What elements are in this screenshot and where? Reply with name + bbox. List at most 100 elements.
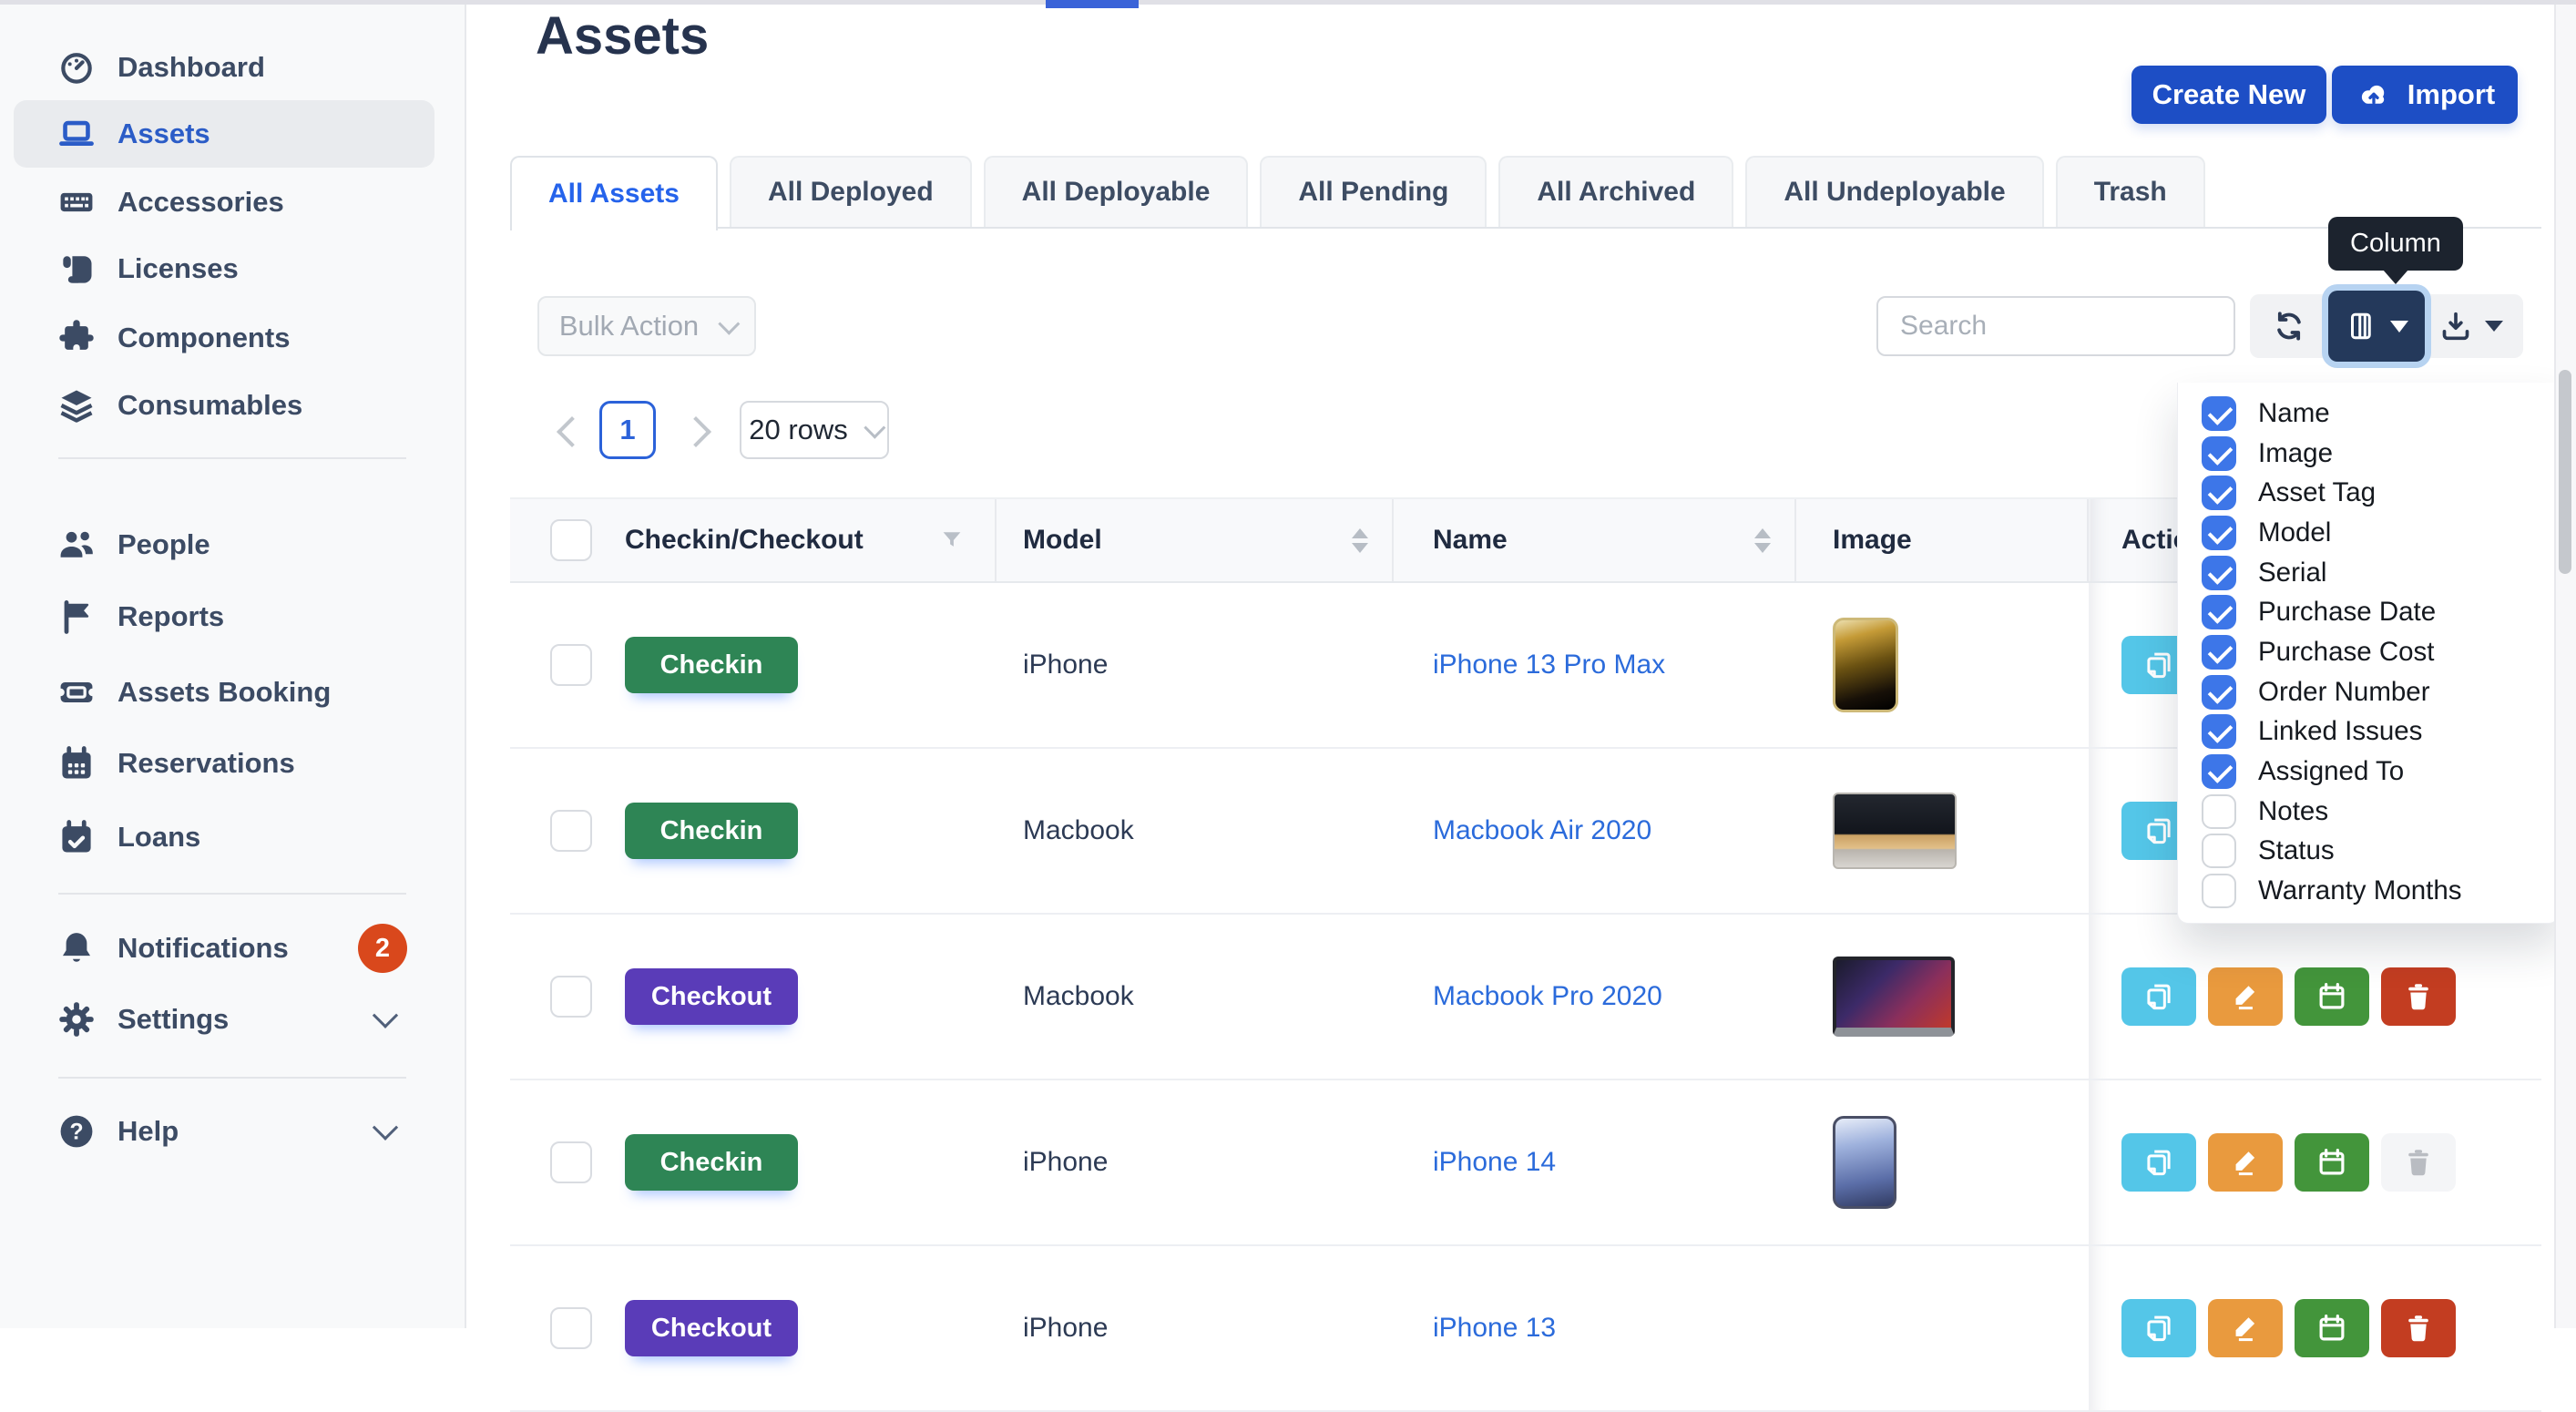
column-label: Status [2258, 835, 2335, 866]
tab[interactable]: All Deployable [983, 156, 1249, 227]
filter-icon[interactable] [938, 527, 966, 554]
sidebar-item-assets-booking[interactable]: Assets Booking [14, 659, 434, 726]
header-model[interactable]: Model [1023, 525, 1102, 555]
column-checkbox[interactable] [2202, 674, 2236, 710]
column-menu-item[interactable]: Linked Issues [2178, 712, 2559, 752]
current-page-button[interactable]: 1 [599, 401, 656, 459]
refresh-button[interactable] [2250, 294, 2328, 358]
row-checkbox[interactable] [550, 976, 592, 1018]
column-menu-item[interactable]: Serial [2178, 553, 2559, 593]
clone-button[interactable] [2121, 1299, 2196, 1357]
column-menu-item[interactable]: Warranty Months [2178, 871, 2559, 911]
column-checkbox[interactable] [2202, 476, 2236, 511]
column-menu-item[interactable]: Asset Tag [2178, 473, 2559, 513]
column-menu-item[interactable]: Model [2178, 513, 2559, 553]
column-menu-item[interactable]: Image [2178, 434, 2559, 474]
select-all-checkbox[interactable] [550, 519, 592, 561]
create-new-button[interactable]: Create New [2131, 66, 2326, 124]
checkin-checkout-button[interactable]: Checkin [625, 637, 798, 693]
column-checkbox[interactable] [2202, 754, 2236, 790]
sidebar-item-accessories[interactable]: Accessories [14, 169, 434, 236]
rows-per-page-select[interactable]: 20 rows [740, 401, 889, 459]
prev-page-button[interactable] [557, 416, 588, 447]
sidebar-item-settings[interactable]: Settings [14, 986, 434, 1053]
asset-name-link[interactable]: iPhone 13 Pro Max [1433, 650, 1666, 680]
column-menu-item[interactable]: Status [2178, 832, 2559, 872]
column-menu-item[interactable]: Order Number [2178, 672, 2559, 712]
tab[interactable]: All Deployed [729, 156, 972, 227]
tab[interactable]: All Assets [510, 156, 718, 230]
asset-name-link[interactable]: Macbook Pro 2020 [1433, 981, 1662, 1011]
checkin-checkout-button[interactable]: Checkin [625, 803, 798, 859]
checkin-checkout-button[interactable]: Checkout [625, 1300, 798, 1356]
column-menu-item[interactable]: Purchase Cost [2178, 632, 2559, 672]
next-page-button[interactable] [680, 416, 711, 447]
column-label: Linked Issues [2258, 716, 2423, 747]
sidebar-item-reports[interactable]: Reports [14, 583, 434, 650]
checkin-checkout-button[interactable]: Checkout [625, 968, 798, 1025]
sort-icon[interactable] [1352, 527, 1368, 553]
sidebar-item-components[interactable]: Components [14, 304, 434, 372]
column-menu-item[interactable]: Purchase Date [2178, 592, 2559, 632]
column-checkbox[interactable] [2202, 435, 2236, 471]
column-checkbox[interactable] [2202, 555, 2236, 590]
asset-name-link[interactable]: iPhone 14 [1433, 1147, 1557, 1177]
column-checkbox[interactable] [2202, 595, 2236, 630]
calendar-button[interactable] [2295, 1133, 2369, 1192]
asset-name-link[interactable]: Macbook Air 2020 [1433, 815, 1652, 845]
edit-button[interactable] [2208, 1299, 2283, 1357]
header-name[interactable]: Name [1433, 525, 1508, 555]
layers-icon [56, 384, 97, 426]
sidebar-item-assets[interactable]: Assets [14, 100, 434, 168]
tab-bar: All Assets All Deployed All Deployable A… [510, 156, 2205, 230]
row-checkbox[interactable] [550, 644, 592, 686]
delete-button[interactable] [2381, 1299, 2456, 1357]
column-menu-item[interactable]: Notes [2178, 792, 2559, 832]
export-button[interactable] [2425, 294, 2516, 358]
clone-button[interactable] [2121, 967, 2196, 1026]
column-menu-item[interactable]: Assigned To [2178, 752, 2559, 792]
column-picker-button[interactable] [2328, 291, 2425, 362]
column-checkbox[interactable] [2202, 714, 2236, 750]
column-checkbox[interactable] [2202, 395, 2236, 431]
column-checkbox[interactable] [2202, 793, 2236, 829]
calendar-button[interactable] [2295, 967, 2369, 1026]
asset-name-link[interactable]: iPhone 13 [1433, 1313, 1557, 1343]
import-button[interactable]: Import [2332, 66, 2518, 124]
column-menu-item[interactable]: Name [2178, 394, 2559, 434]
calendar-button[interactable] [2295, 1299, 2369, 1357]
sidebar-item-label: Assets [118, 118, 210, 149]
row-checkbox[interactable] [550, 1307, 592, 1349]
column-checkbox[interactable] [2202, 874, 2236, 909]
vertical-scrollbar[interactable] [2554, 5, 2576, 1328]
row-checkbox[interactable] [550, 810, 592, 852]
sidebar-item-people[interactable]: People [14, 511, 434, 578]
sidebar-item-help[interactable]: ? Help [14, 1098, 434, 1165]
sidebar-item-consumables[interactable]: Consumables [14, 372, 434, 439]
sidebar-item-notifications[interactable]: Notifications 2 [14, 915, 434, 982]
tab[interactable]: All Undeployable [1745, 156, 2044, 227]
edit-button[interactable] [2208, 1133, 2283, 1192]
column-checkbox[interactable] [2202, 834, 2236, 869]
delete-button[interactable] [2381, 1133, 2456, 1192]
tab[interactable]: Trash [2055, 156, 2205, 227]
edit-button[interactable] [2208, 967, 2283, 1026]
column-checkbox[interactable] [2202, 515, 2236, 550]
tab[interactable]: All Archived [1498, 156, 1734, 227]
sidebar-item-reservations[interactable]: Reservations [14, 730, 434, 797]
column-label: Serial [2258, 557, 2327, 588]
sidebar-item-licenses[interactable]: Licenses [14, 235, 434, 302]
sidebar-item-dashboard[interactable]: Dashboard [14, 34, 434, 101]
checkin-checkout-button[interactable]: Checkin [625, 1134, 798, 1191]
search-input[interactable] [1876, 296, 2235, 356]
sidebar-item-loans[interactable]: Loans [14, 803, 434, 871]
bulk-action-button[interactable]: Bulk Action [537, 296, 756, 356]
column-checkbox[interactable] [2202, 634, 2236, 670]
tab[interactable]: All Pending [1260, 156, 1487, 227]
scrollbar-thumb[interactable] [2559, 370, 2571, 574]
model-text: iPhone [1023, 1147, 1109, 1177]
row-checkbox[interactable] [550, 1141, 592, 1183]
delete-button[interactable] [2381, 967, 2456, 1026]
clone-button[interactable] [2121, 1133, 2196, 1192]
sort-icon[interactable] [1754, 527, 1771, 553]
